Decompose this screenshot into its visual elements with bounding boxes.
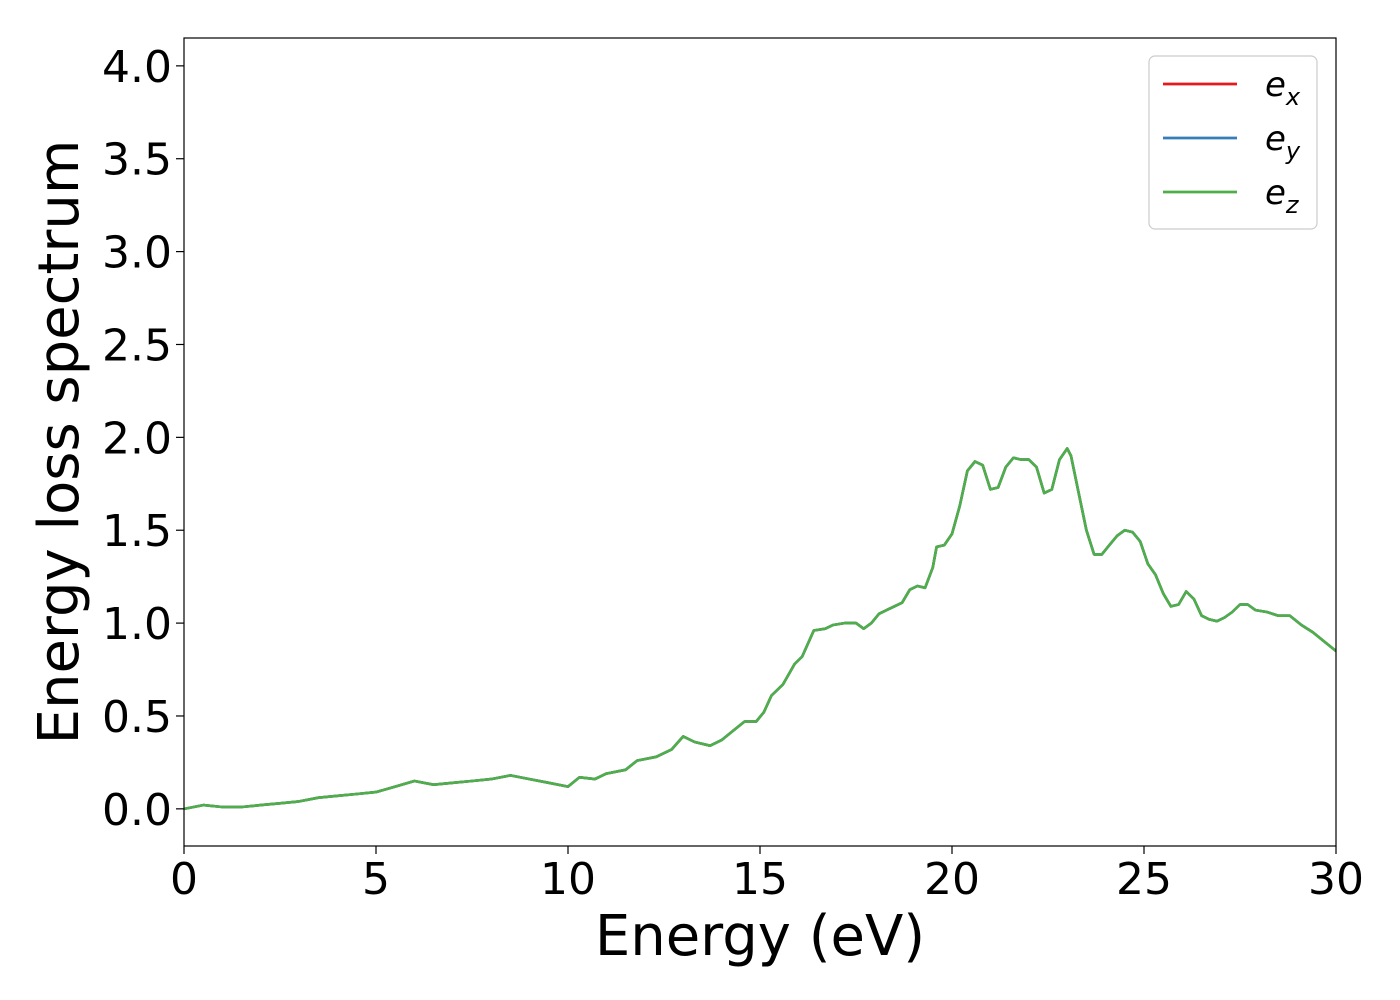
legend: ex ey ez: [1148, 55, 1318, 230]
x-tick-label: 0: [170, 854, 198, 905]
x-tick-label: 20: [924, 854, 980, 905]
x-tick-label: 5: [362, 854, 390, 905]
series-line-e-x: [184, 447, 1336, 811]
x-tick-label: 10: [540, 854, 596, 905]
legend-box: [1148, 55, 1318, 230]
x-axis: 0 5 10 15 20 25 30: [170, 846, 1364, 905]
y-tick-label: 0.0: [102, 785, 172, 836]
y-axis: 0.0 0.5 1.0 1.5 2.0 2.5 3.0 3.5 4.0: [102, 42, 184, 836]
y-tick-label: 2.0: [102, 413, 172, 464]
legend-label: ey: [1265, 119, 1301, 165]
series-line-e-z: [184, 447, 1336, 811]
series-layer: [184, 447, 1336, 811]
y-tick-label: 0.5: [102, 692, 172, 743]
legend-label: ex: [1265, 65, 1301, 111]
y-tick-label: 1.5: [102, 506, 172, 557]
legend-label: ez: [1265, 173, 1300, 219]
series-line-e-y: [184, 447, 1336, 811]
x-tick-label: 25: [1116, 854, 1172, 905]
x-tick-label: 30: [1308, 854, 1364, 905]
y-axis-title: Energy loss spectrum: [27, 140, 92, 745]
y-tick-label: 1.0: [102, 599, 172, 650]
y-tick-label: 4.0: [102, 42, 172, 93]
y-tick-label: 3.0: [102, 228, 172, 279]
x-axis-title: Energy (eV): [595, 904, 925, 969]
y-tick-label: 3.5: [102, 135, 172, 186]
y-tick-label: 2.5: [102, 320, 172, 371]
x-tick-label: 15: [732, 854, 788, 905]
